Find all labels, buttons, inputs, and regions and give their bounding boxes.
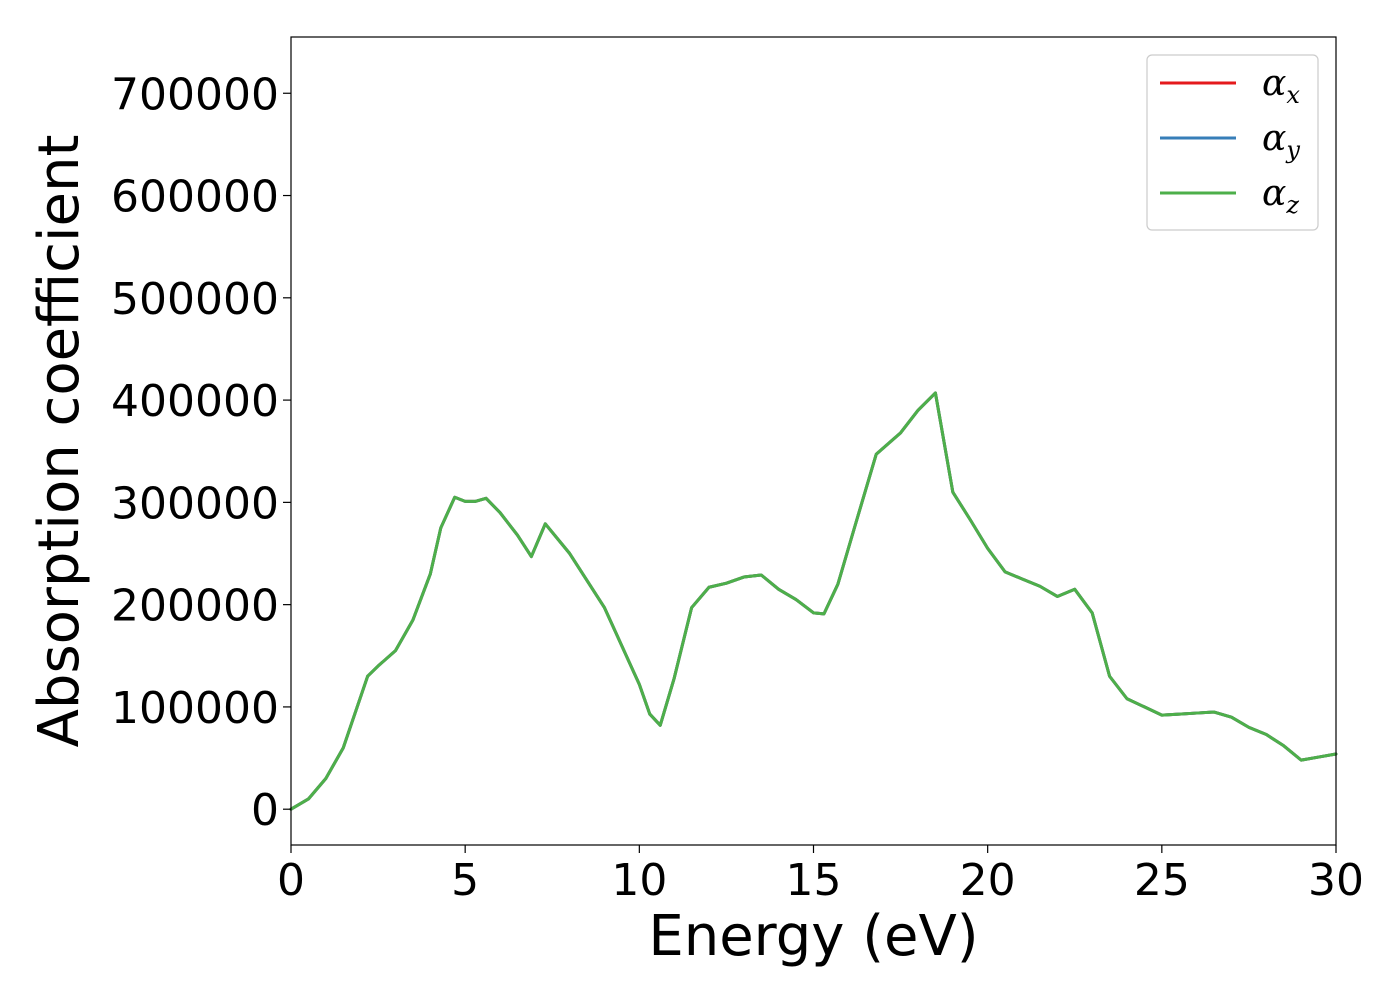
legend-subscript: x	[1286, 81, 1300, 109]
series-line-0	[289, 391, 1338, 811]
legend-subscript: y	[1285, 136, 1300, 164]
series-line-2	[289, 391, 1338, 811]
x-axis-ticks: 0 5 10 15 20 25 30	[277, 845, 1364, 906]
y-tick-label: 400000	[111, 376, 279, 427]
x-tick-label: 30	[1308, 855, 1364, 906]
legend-symbol: α	[1262, 63, 1286, 104]
y-tick-label: 500000	[111, 274, 279, 325]
x-tick-label: 10	[611, 855, 667, 906]
legend-symbol: α	[1262, 173, 1286, 214]
x-tick-label: 20	[960, 855, 1016, 906]
y-tick-label: 200000	[111, 581, 279, 632]
y-tick-label: 0	[251, 785, 279, 836]
legend-subscript: z	[1285, 191, 1299, 219]
x-tick-label: 25	[1134, 855, 1190, 906]
series-line-1	[289, 391, 1338, 811]
y-axis-ticks: 0 100000 200000 300000 400000 500000 600000 700…	[111, 69, 291, 836]
y-tick-label: 600000	[111, 172, 279, 223]
x-axis-label: Energy (eV)	[648, 904, 978, 969]
x-tick-label: 5	[451, 855, 479, 906]
legend-label: αz	[1262, 173, 1299, 219]
y-tick-label: 700000	[111, 69, 279, 120]
x-tick-label: 15	[786, 855, 842, 906]
legend-symbol: α	[1262, 118, 1286, 159]
y-tick-label: 300000	[111, 478, 279, 529]
y-tick-label: 100000	[111, 683, 279, 734]
y-axis-label: Absorption coefficient	[27, 135, 92, 748]
legend-label: αx	[1262, 63, 1300, 109]
legend-box	[1146, 54, 1319, 231]
plot-lines	[289, 391, 1338, 811]
legend-label: αy	[1262, 118, 1300, 164]
x-tick-label: 0	[277, 855, 305, 906]
